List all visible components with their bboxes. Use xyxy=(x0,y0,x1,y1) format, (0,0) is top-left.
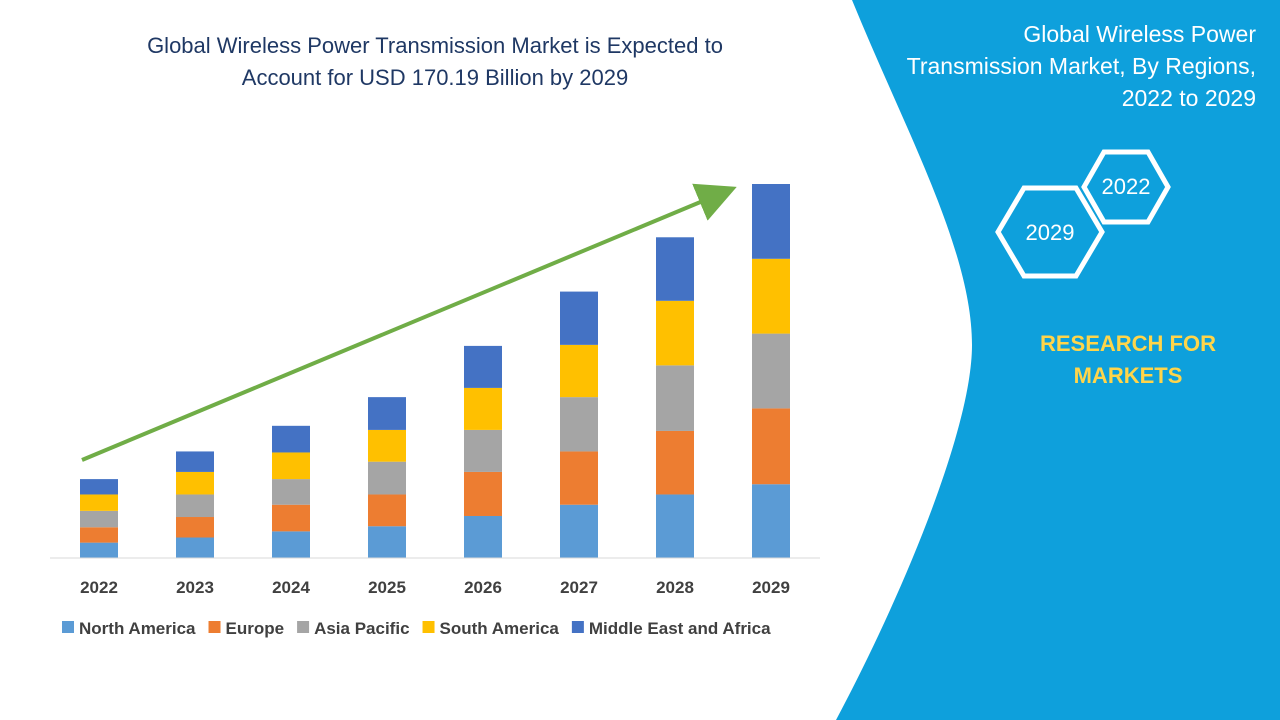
stacked-bar-chart: 2022 2023 2024 2025 2026 2027 2028 2029 North A… xyxy=(50,183,820,638)
bar-segment-2023-middle-east-and-africa xyxy=(176,451,214,472)
legend-label: Europe xyxy=(226,619,285,638)
chart-title-line-1: Global Wireless Power Transmission Marke… xyxy=(147,33,723,58)
bar-segment-2027-middle-east-and-africa xyxy=(560,291,598,345)
legend-swatch xyxy=(208,621,221,633)
side-title-line-3: 2022 to 2029 xyxy=(1121,85,1256,111)
bar-segment-2022-middle-east-and-africa xyxy=(80,479,118,495)
bar-segment-2028-north-america xyxy=(656,494,694,558)
bar-segment-2022-asia-pacific xyxy=(80,510,118,528)
bars-group xyxy=(80,184,790,558)
bar-segment-2022-south-america xyxy=(80,494,118,511)
bar-segment-2029-north-america xyxy=(752,484,790,558)
legend-label: Middle East and Africa xyxy=(589,619,771,638)
side-panel-shape xyxy=(836,0,1280,720)
bar-segment-2026-asia-pacific xyxy=(464,429,502,472)
bar-segment-2025-europe xyxy=(368,494,406,527)
bar-segment-2022-north-america xyxy=(80,542,118,558)
bar-segment-2024-asia-pacific xyxy=(272,479,310,505)
legend-label: South America xyxy=(440,619,560,638)
bar-segment-2027-south-america xyxy=(560,344,598,398)
bar-segment-2029-asia-pacific xyxy=(752,333,790,409)
bar-segment-2029-middle-east-and-africa xyxy=(752,184,790,259)
legend-swatch xyxy=(297,621,310,633)
side-panel-title: Global Wireless Power Transmission Marke… xyxy=(876,18,1256,114)
bar-segment-2022-europe xyxy=(80,527,118,543)
bar-segment-2028-europe xyxy=(656,430,694,495)
bar-segment-2023-europe xyxy=(176,517,214,538)
bar-segment-2027-north-america xyxy=(560,504,598,558)
bar-segment-2024-europe xyxy=(272,504,310,532)
x-tick-labels: 2022 2023 2024 2025 2026 2027 2028 2029 xyxy=(80,578,790,597)
x-tick-label: 2026 xyxy=(464,578,502,597)
x-tick-label: 2023 xyxy=(176,578,214,597)
legend: North America Europe Asia Pacific South Ame… xyxy=(62,619,771,638)
bar-segment-2025-north-america xyxy=(368,526,406,558)
bar-segment-2028-asia-pacific xyxy=(656,365,694,431)
bar-segment-2026-europe xyxy=(464,471,502,516)
hexagon-2029-icon xyxy=(995,185,1105,279)
x-tick-label: 2025 xyxy=(368,578,406,597)
bar-segment-2024-middle-east-and-africa xyxy=(272,425,310,453)
bar-segment-2026-south-america xyxy=(464,387,502,430)
bar-segment-2025-asia-pacific xyxy=(368,461,406,495)
bar-segment-2026-middle-east-and-africa xyxy=(464,345,502,388)
x-tick-label: 2022 xyxy=(80,578,118,597)
bar-segment-2029-europe xyxy=(752,408,790,485)
bar-segment-2023-north-america xyxy=(176,537,214,558)
chart-title-line-2: Account for USD 170.19 Billion by 2029 xyxy=(241,65,629,90)
bar-segment-2023-asia-pacific xyxy=(176,494,214,518)
bar-segment-2027-europe xyxy=(560,451,598,505)
x-tick-label: 2024 xyxy=(272,578,310,597)
legend-swatch xyxy=(422,621,435,633)
x-tick-label: 2027 xyxy=(560,578,598,597)
bar-segment-2026-north-america xyxy=(464,515,502,558)
hexagon-2029-label: 2029 xyxy=(1026,220,1075,245)
hexagon-2022-label: 2022 xyxy=(1102,174,1151,199)
trend-arrow xyxy=(81,183,737,462)
bar-segment-2024-north-america xyxy=(272,531,310,558)
legend-swatch xyxy=(62,621,74,633)
hexagon-2022-icon xyxy=(1081,149,1171,225)
x-tick-label: 2028 xyxy=(656,578,694,597)
side-title-line-1: Global Wireless Power xyxy=(1023,21,1256,47)
bar-segment-2023-south-america xyxy=(176,471,214,495)
bar-segment-2027-asia-pacific xyxy=(560,397,598,452)
bar-segment-2028-south-america xyxy=(656,300,694,366)
x-tick-label: 2029 xyxy=(752,578,790,597)
bar-segment-2029-south-america xyxy=(752,258,790,334)
bar-segment-2028-middle-east-and-africa xyxy=(656,237,694,301)
bar-segment-2025-south-america xyxy=(368,429,406,462)
legend-label: North America xyxy=(79,619,196,638)
brand-line-2: MARKETS xyxy=(1073,363,1183,388)
brand-line-1: RESEARCH FOR xyxy=(1039,331,1216,356)
legend-swatch xyxy=(571,621,584,633)
bar-segment-2025-middle-east-and-africa xyxy=(368,397,406,430)
bar-segment-2024-south-america xyxy=(272,452,310,480)
side-title-line-2: Transmission Market, By Regions, xyxy=(906,53,1256,79)
chart-title: Global Wireless Power Transmission Marke… xyxy=(60,30,810,94)
legend-label: Asia Pacific xyxy=(314,619,409,638)
brand-text: RESEARCH FOR MARKETS xyxy=(1010,328,1246,392)
